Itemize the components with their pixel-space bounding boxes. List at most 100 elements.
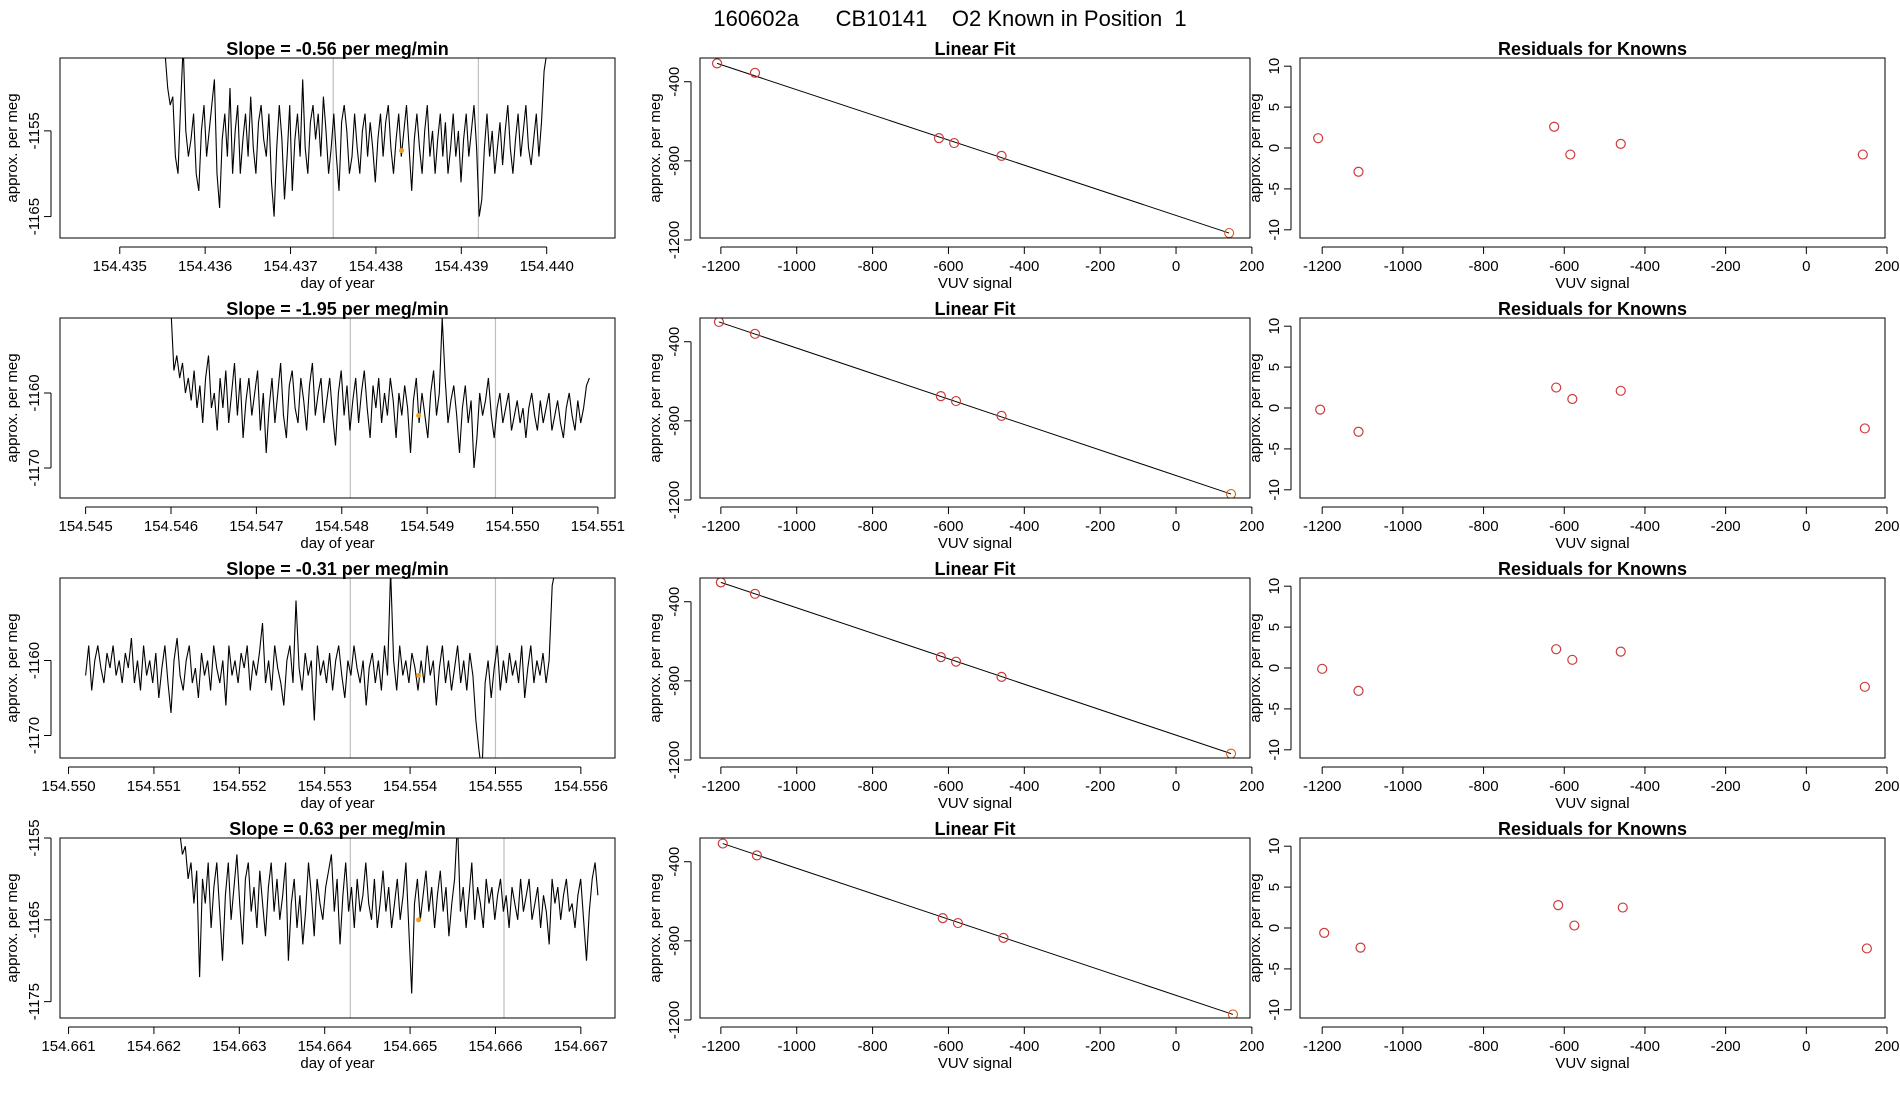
x-tick-label: 200 [1875,778,1900,795]
residual-point [1315,404,1326,415]
x-tick-label: 154.439 [434,258,488,275]
y-tick-label: 5 [1266,103,1283,111]
y-axis-label: approx. per meg [647,353,664,462]
x-tick-label: 200 [1239,518,1264,535]
panel-title: Slope = 0.63 per meg/min [229,819,446,839]
x-tick-label: -1200 [1303,258,1341,275]
plot-frame [59,837,616,1019]
y-tick-label: -400 [666,587,683,617]
panel-title: Linear Fit [934,559,1015,579]
fit-point [935,652,946,663]
x-tick-label: 154.667 [554,1038,608,1055]
x-tick-label: 154.435 [93,258,147,275]
y-tick-label: -5 [1266,442,1283,455]
x-tick-label: -600 [1549,258,1579,275]
y-tick-label: -1160 [26,642,43,679]
plot-area [713,318,1237,498]
x-tick-label: 0 [1802,518,1810,535]
x-tick-label: -800 [858,258,888,275]
plot-frame [1299,57,1886,239]
x-tick-label: 0 [1802,778,1810,795]
x-tick-label: -1200 [1303,778,1341,795]
y-tick-label: -800 [666,146,683,176]
y-tick-label: -10 [1266,999,1283,1021]
plot-frame [1299,317,1886,499]
fit-point [711,58,723,69]
x-axis-label: day of year [300,535,374,552]
x-tick-label: -600 [933,1038,963,1055]
panel-grid: 154.435 154.436 154.437 154.438 154.439 154.4… [4,39,1900,1072]
x-tick-label: -1000 [778,258,816,275]
fit-point-overlay [1226,748,1236,758]
x-tick-label: -600 [1549,1038,1579,1055]
mean-point [416,413,422,418]
x-tick-label: -400 [1630,1038,1660,1055]
x-tick-label: 154.556 [554,778,608,795]
fit-point [717,838,728,849]
x-tick-label: 154.437 [263,258,317,275]
panel-r4-fit: -1200 -1000 -800 -600 -400 -200 0 200 VUV signal… [647,819,1264,1072]
x-tick-label: 0 [1172,778,1180,795]
x-tick-label: 154.661 [41,1038,95,1055]
x-tick-label: -400 [1009,258,1039,275]
series-line [179,838,599,994]
x-tick-label: -400 [1630,778,1660,795]
x-tick-label: 200 [1239,258,1264,275]
y-tick-label: 5 [1266,363,1283,371]
residual-point [1549,121,1560,132]
residual-point [1615,385,1626,396]
x-tick-label: -200 [1711,1038,1741,1055]
y-tick-label: -1200 [666,481,683,519]
y-axis-label: approx. per meg [647,613,664,722]
x-tick-label: -200 [1711,258,1741,275]
y-axis-label: approx. per meg [1247,353,1264,462]
x-tick-label: 154.546 [144,518,198,535]
fit-point [998,932,1009,943]
y-tick-label: -1165 [26,198,43,235]
residual-point [1859,681,1870,692]
x-tick-label: 154.438 [349,258,403,275]
x-tick-label: -400 [1009,518,1039,535]
plot-area [715,578,1237,758]
y-tick-label: -1170 [26,449,43,486]
fit-line [720,581,1232,755]
y-axis-label: approx. per meg [1247,93,1264,202]
panel-r3-resid: -1200 -1000 -800 -600 -400 -200 0 200 VUV signal… [1247,559,1900,812]
plot-area [1313,121,1868,177]
x-tick-label: 154.554 [383,778,437,795]
x-tick-label: 154.552 [212,778,266,795]
x-tick-label: 154.664 [298,1038,352,1055]
x-tick-label: 0 [1172,518,1180,535]
x-tick-label: 154.555 [468,778,522,795]
fit-point [952,917,964,929]
panel-r4-resid: -1200 -1000 -800 -600 -400 -200 0 200 VUV signal… [1247,819,1900,1072]
x-axis-label: VUV signal [1555,535,1629,552]
mean-point [399,148,405,154]
x-tick-label: -600 [1549,778,1579,795]
y-tick-label: 0 [1266,664,1283,672]
x-tick-label: 154.549 [400,518,454,535]
fit-line [716,62,1230,234]
x-axis-label: VUV signal [938,1055,1012,1072]
plot-frame [1299,837,1886,1019]
panel-title: Slope = -0.56 per meg/min [226,39,449,59]
plot-area [711,58,1235,238]
x-tick-label: 0 [1802,258,1810,275]
y-tick-label: -5 [1266,702,1283,715]
x-tick-label: -800 [858,518,888,535]
fit-line [722,843,1234,1015]
fit-point [749,67,761,78]
plot-frame [59,57,616,239]
y-tick-label: 10 [1266,58,1283,75]
plot-frame [59,577,616,759]
fit-point [996,671,1007,683]
residual-point [1551,644,1562,655]
plot-frame [699,577,1251,759]
residual-point [1353,685,1364,697]
x-tick-label: -200 [1711,778,1741,795]
x-tick-label: -200 [1085,518,1115,535]
fit-point [751,850,762,861]
residual-point [1355,942,1366,953]
fit-point [950,395,962,407]
panel-r1-fit: -1200 -1000 -800 -600 -400 -200 0 200 VUV signal… [647,39,1264,292]
